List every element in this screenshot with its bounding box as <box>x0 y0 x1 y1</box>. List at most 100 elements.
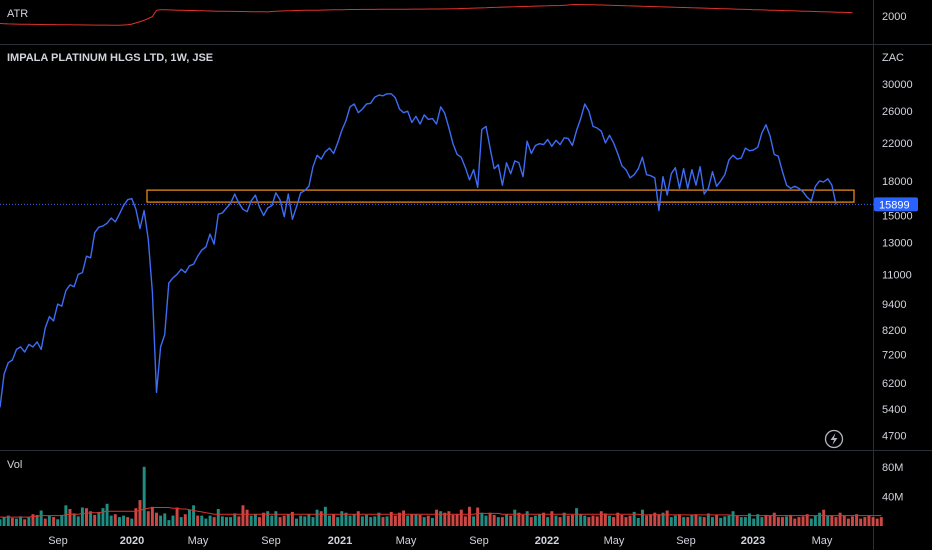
price-tick: 9400 <box>882 299 906 311</box>
volume-bar <box>558 517 562 526</box>
time-axis-label: 2021 <box>328 535 352 547</box>
volume-bar <box>698 516 702 526</box>
price-axis-ticks: 30000 26000 22000 18000 15000 13000 11000 9400 8… <box>882 79 913 442</box>
volume-bar <box>241 505 245 526</box>
time-axis-label: May <box>188 535 209 547</box>
volume-bar <box>488 512 492 526</box>
price-line-close[interactable] <box>0 93 837 408</box>
volume-bar <box>204 518 208 526</box>
volume-bar <box>756 514 760 526</box>
volume-bar <box>274 511 278 526</box>
volume-bar <box>529 517 533 526</box>
volume-bar <box>645 515 649 526</box>
volume-bar <box>587 517 591 526</box>
volume-bar <box>748 513 751 526</box>
volume-bar <box>599 511 603 526</box>
volume-bar <box>60 514 64 526</box>
time-axis[interactable]: Sep 2020 May Sep 2021 May Sep 2022 May Sep 2023 May <box>48 535 833 547</box>
volume-bar <box>159 515 163 526</box>
volume-bar <box>690 514 694 526</box>
volume-bar <box>571 514 574 526</box>
volume-bar <box>393 515 397 526</box>
volume-ma-line <box>0 507 882 518</box>
volume-bar <box>805 514 809 526</box>
volume-bar <box>31 514 35 526</box>
volume-label[interactable]: Vol <box>7 459 22 471</box>
atr-label[interactable]: ATR <box>7 8 28 20</box>
volume-bar <box>822 509 826 526</box>
volume-bar <box>752 518 756 526</box>
currency-label: ZAC <box>882 52 904 64</box>
volume-bar <box>295 518 298 526</box>
volume-bar <box>406 515 410 526</box>
volume-bar <box>200 515 204 526</box>
volume-bar <box>669 517 673 526</box>
volume-bar <box>146 511 150 526</box>
volume-bar <box>636 517 640 526</box>
volume-bar <box>554 515 558 526</box>
volume-bar <box>772 512 776 526</box>
volume-bar <box>608 515 611 526</box>
volume-bar <box>455 514 459 526</box>
volume-bar <box>64 505 68 526</box>
volume-bar <box>422 517 426 526</box>
volume-bar <box>270 515 274 526</box>
last-price-value: 15899 <box>879 199 910 211</box>
volume-bar <box>706 513 710 526</box>
volume-bar <box>249 515 253 526</box>
volume-bar <box>39 510 43 526</box>
volume-bar <box>163 513 167 526</box>
volume-bar <box>542 512 546 526</box>
volume-bar <box>562 512 566 526</box>
volume-bar <box>447 511 451 526</box>
volume-bar <box>521 514 525 526</box>
volume-bar <box>451 514 455 526</box>
volume-bar <box>183 514 187 526</box>
volume-bar <box>842 515 846 526</box>
price-tick: 4700 <box>882 431 906 443</box>
volume-bar <box>208 515 212 526</box>
volume-bar <box>233 513 237 526</box>
volume-bar <box>192 505 196 526</box>
volume-bar <box>735 515 739 526</box>
volume-bar <box>616 512 620 526</box>
volume-bar <box>402 510 406 526</box>
volume-bar <box>10 517 14 526</box>
volume-bar <box>175 507 179 526</box>
support-zone[interactable] <box>146 189 855 203</box>
volume-bar <box>665 510 669 526</box>
time-axis-label: Sep <box>469 535 489 547</box>
volume-bar <box>398 512 401 526</box>
volume-bar <box>356 511 360 526</box>
volume-bar <box>760 517 764 526</box>
volume-bar <box>789 514 793 526</box>
volume-bar <box>476 507 480 526</box>
volume-bar <box>538 514 541 526</box>
last-price-badge <box>874 197 918 212</box>
volume-bar <box>130 518 134 526</box>
volume-bar <box>262 512 266 526</box>
volume-bar <box>838 512 842 526</box>
volume-bar <box>678 514 681 526</box>
price-series[interactable] <box>0 93 837 408</box>
price-tick: 8200 <box>882 325 906 337</box>
price-tick: 18000 <box>882 176 913 188</box>
chart-title[interactable]: IMPALA PLATINUM HLGS LTD, 1W, JSE <box>7 52 213 64</box>
time-axis-label: May <box>604 535 625 547</box>
volume-bar <box>867 515 871 526</box>
volume-axis-ticks: 80M 40M <box>882 462 903 504</box>
volume-bar <box>472 516 476 526</box>
volume-bar <box>307 514 311 526</box>
volume-bar <box>533 515 537 526</box>
volume-bar <box>719 517 723 526</box>
volume-bar <box>365 514 368 526</box>
volume-bar <box>155 512 158 526</box>
volume-bar <box>525 511 529 526</box>
volume-bar <box>430 517 434 526</box>
volume-bar <box>851 516 854 526</box>
lightning-icon[interactable] <box>824 429 844 449</box>
support-zone-rect[interactable] <box>146 189 855 203</box>
volume-bar <box>702 517 706 526</box>
volume-bar <box>237 516 241 526</box>
